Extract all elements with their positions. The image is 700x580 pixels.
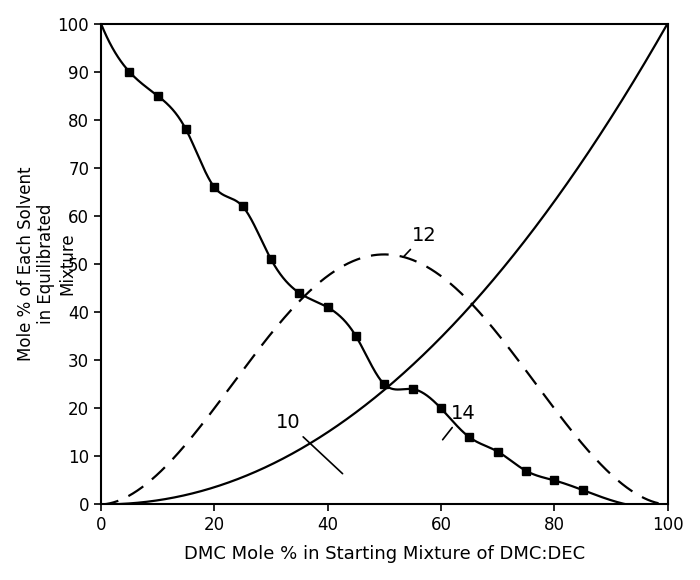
Y-axis label: Mole % of Each Solvent
in Equilibrated
Mixture: Mole % of Each Solvent in Equilibrated M… <box>17 167 76 361</box>
Text: 12: 12 <box>403 226 436 257</box>
X-axis label: DMC Mole % in Starting Mixture of DMC:DEC: DMC Mole % in Starting Mixture of DMC:DE… <box>183 545 584 563</box>
Text: 14: 14 <box>442 404 476 440</box>
Text: 10: 10 <box>276 413 342 474</box>
